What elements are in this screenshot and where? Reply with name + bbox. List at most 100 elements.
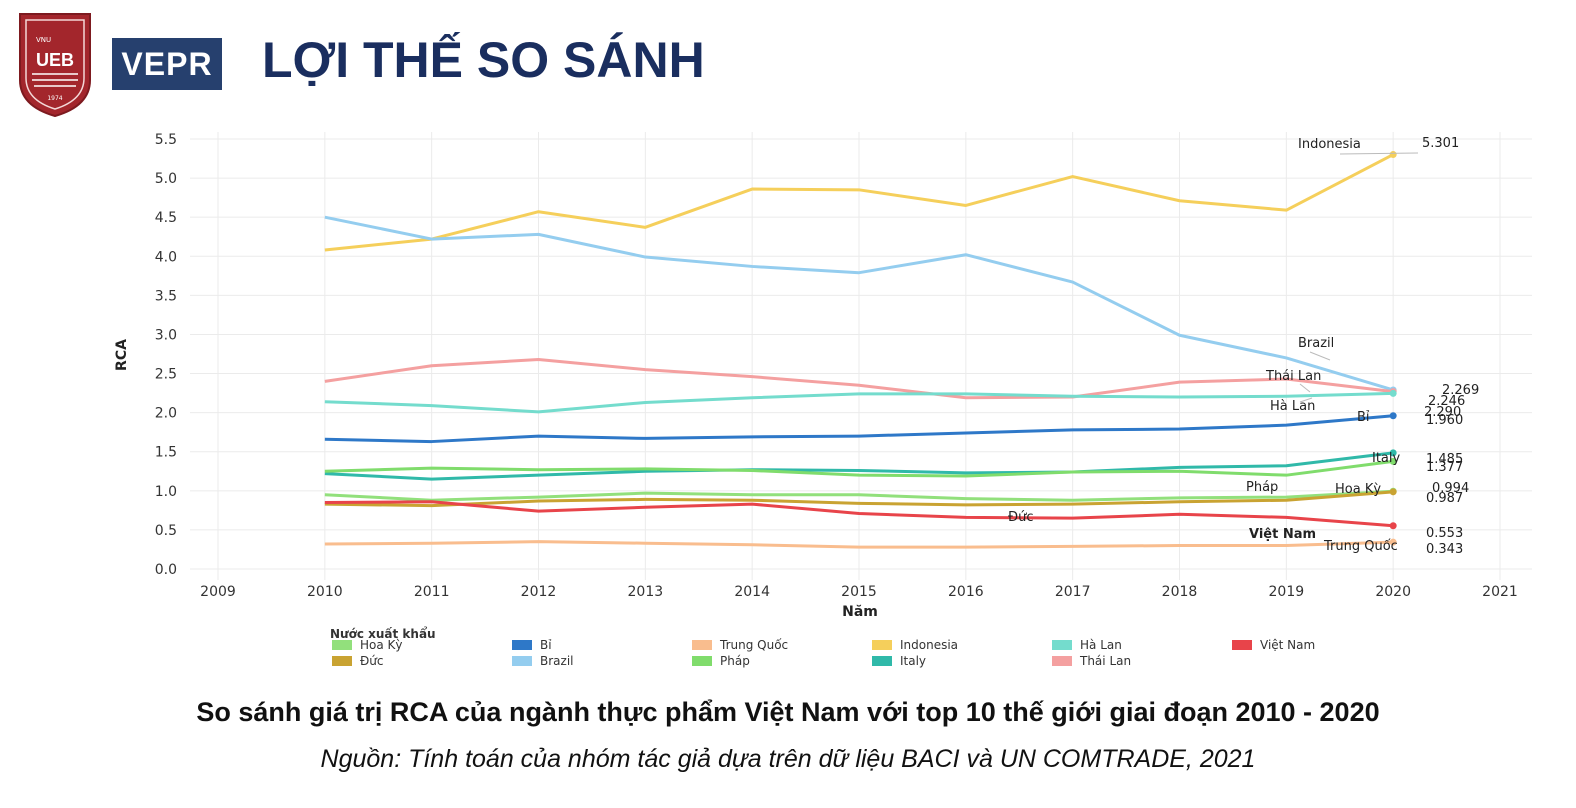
legend-swatch <box>1232 640 1252 650</box>
y-tick-label: 5.0 <box>155 171 177 187</box>
y-axis-label: RCA <box>114 339 130 371</box>
ueb-logo-text: UEB <box>36 50 74 70</box>
series-endpoint <box>1389 488 1397 496</box>
series-endpoint <box>1389 151 1397 159</box>
x-tick-label: 2017 <box>1055 584 1091 600</box>
x-axis-ticks: 2009 2010 2011 2012 2013 2014 2015 2016 2017 2018… <box>200 584 1518 600</box>
y-tick-label: 0.0 <box>155 562 177 578</box>
series-line-label: Bỉ <box>1357 410 1370 425</box>
legend-label: Việt Nam <box>1260 638 1315 652</box>
rca-line-chart: 0.0 0.5 1.0 1.5 2.0 2.5 3.0 3.5 4.0 4.5 5.0 5.5 200… <box>114 132 1532 668</box>
end-value-label: 0.343 <box>1426 542 1463 557</box>
series-line-label: Thái Lan <box>1265 369 1321 384</box>
series-endpoint <box>1389 449 1397 457</box>
legend-swatch <box>332 640 352 650</box>
legend-label: Indonesia <box>900 638 958 652</box>
series-line-label: Hà Lan <box>1270 399 1315 414</box>
y-tick-label: 3.5 <box>155 288 177 304</box>
series-line <box>324 451 1394 481</box>
end-value-label: 1.485 <box>1426 452 1463 467</box>
end-value-label: 2.269 <box>1442 383 1479 398</box>
ueb-logo-vnu: VNU <box>36 36 51 44</box>
x-tick-label: 2016 <box>948 584 984 600</box>
page-title: LỢI THẾ SO SÁNH <box>262 32 705 88</box>
end-value-label: 2.246 <box>1428 394 1465 409</box>
x-tick-label: 2021 <box>1482 584 1518 600</box>
series-line <box>324 459 1394 478</box>
end-value-label: 1.377 <box>1426 460 1463 475</box>
series-endpoint <box>1389 457 1397 465</box>
end-value-label: 0.994 <box>1432 481 1469 496</box>
figure-source: Nguồn: Tính toán của nhóm tác giả dựa tr… <box>320 745 1256 773</box>
y-tick-label: 4.0 <box>155 249 177 265</box>
series-line <box>324 500 1394 528</box>
series-labels: 5.301 Indonesia 2.290 Brazil 2.269 Thái Lan 2.… <box>1008 136 1479 557</box>
legend-label: Italy <box>900 654 926 668</box>
series-line-label: Pháp <box>1246 480 1278 495</box>
end-value-label: 2.290 <box>1424 405 1461 420</box>
series-line <box>324 414 1394 444</box>
y-axis-ticks: 0.0 0.5 1.0 1.5 2.0 2.5 3.0 3.5 4.0 4.5 5.0 5.5 <box>155 132 177 578</box>
x-tick-label: 2019 <box>1269 584 1305 600</box>
y-tick-label: 0.5 <box>155 523 177 539</box>
y-tick-label: 5.5 <box>155 132 177 148</box>
legend-swatch <box>872 640 892 650</box>
series-line-label: Đức <box>1008 510 1033 525</box>
series-endpoint <box>1389 522 1397 530</box>
series-lines <box>324 151 1397 549</box>
series-endpoint <box>1389 412 1397 420</box>
legend-swatch <box>512 640 532 650</box>
y-tick-label: 3.0 <box>155 327 177 343</box>
x-tick-label: 2020 <box>1375 584 1411 600</box>
x-tick-label: 2012 <box>521 584 557 600</box>
series-line-label: Italy <box>1372 451 1401 466</box>
label-leader-line <box>1299 397 1313 403</box>
series-line <box>324 490 1394 508</box>
ueb-logo: VNU UEB 1974 <box>19 13 91 118</box>
y-tick-label: 2.5 <box>155 367 177 383</box>
x-axis-label: Năm <box>842 604 878 620</box>
y-tick-label: 2.0 <box>155 406 177 422</box>
end-value-label: 0.987 <box>1426 491 1463 506</box>
series-line-label: Trung Quốc <box>1323 539 1398 554</box>
series-line <box>324 215 1394 392</box>
label-leader-line <box>1299 383 1311 393</box>
legend-label: Bỉ <box>540 638 552 652</box>
x-tick-label: 2015 <box>841 584 877 600</box>
label-leader-line <box>1309 351 1331 361</box>
y-tick-label: 1.0 <box>155 484 177 500</box>
series-line-label: Hoa Kỳ <box>1335 482 1381 497</box>
series-line-label: Brazil <box>1298 336 1334 351</box>
label-leader-line <box>1339 152 1419 155</box>
x-tick-label: 2013 <box>628 584 664 600</box>
end-value-label: 1.960 <box>1426 413 1463 428</box>
legend-swatch <box>692 656 712 666</box>
legend-title: Nước xuất khẩu <box>330 626 436 641</box>
series-line-label: Indonesia <box>1298 137 1361 152</box>
x-tick-label: 2014 <box>734 584 770 600</box>
x-tick-label: 2009 <box>200 584 236 600</box>
x-tick-label: 2018 <box>1162 584 1198 600</box>
legend-swatch <box>872 656 892 666</box>
legend-swatch <box>692 640 712 650</box>
series-line <box>324 391 1394 414</box>
legend-swatch <box>512 656 532 666</box>
series-endpoint <box>1389 538 1397 546</box>
y-tick-label: 1.5 <box>155 445 177 461</box>
series-line-label: Việt Nam <box>1249 527 1316 542</box>
legend-label: Brazil <box>540 654 574 668</box>
series-line <box>324 540 1394 549</box>
series-line <box>324 357 1394 400</box>
legend-label: Hoa Kỳ <box>360 638 403 652</box>
legend-label: Trung Quốc <box>719 638 788 652</box>
legend-swatch <box>1052 656 1072 666</box>
figure-caption: So sánh giá trị RCA của ngành thực phẩm … <box>196 697 1380 727</box>
x-tick-label: 2010 <box>307 584 343 600</box>
legend-label: Pháp <box>720 654 750 668</box>
end-value-label: 0.553 <box>1426 526 1463 541</box>
legend: Nước xuất khẩu Hoa Kỳ Đức Bỉ Brazil Trung Qu… <box>330 626 1315 668</box>
legend-swatch <box>1052 640 1072 650</box>
ueb-logo-year: 1974 <box>47 95 62 102</box>
legend-label: Hà Lan <box>1080 638 1122 652</box>
series-line <box>324 489 1394 502</box>
